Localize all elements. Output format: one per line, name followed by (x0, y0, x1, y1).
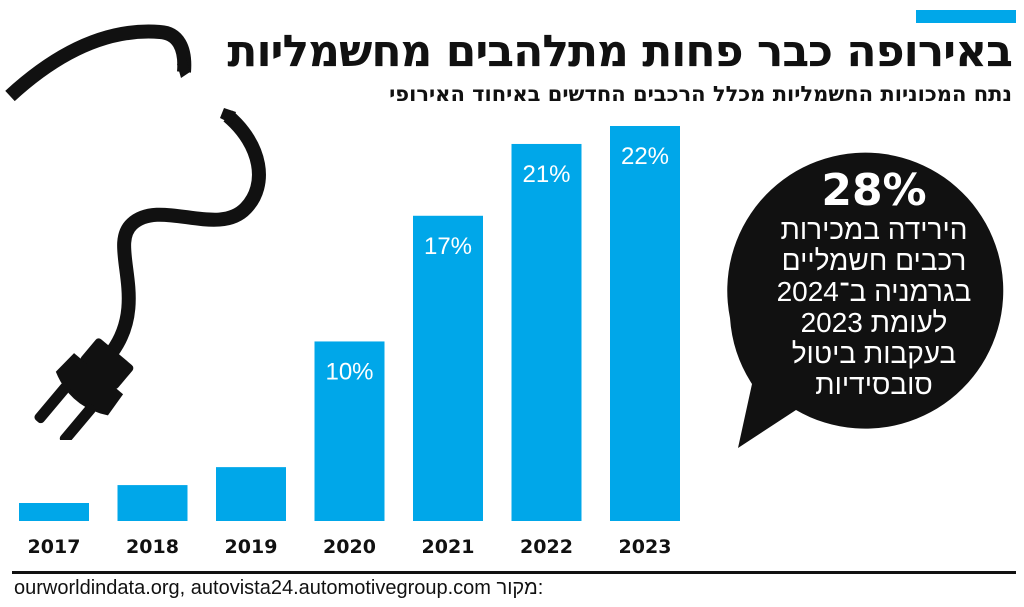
callout-line: הירידה במכירות (780, 214, 968, 246)
bar-value-label: 17% (424, 233, 472, 260)
x-tick-label: 2018 (126, 536, 179, 558)
source-label: מקור: (496, 577, 544, 599)
callout-line: סובסידיות (815, 369, 933, 401)
callout-line: לעומת 2023 (800, 307, 948, 339)
bar-value-label: 2% (135, 456, 170, 483)
bar-2019 (216, 467, 286, 521)
x-tick-label: 2021 (422, 536, 475, 558)
x-tick-label: 2020 (323, 536, 376, 558)
bar-value-label: 10% (325, 358, 373, 385)
footer-rule (12, 571, 1016, 574)
x-tick-label: 2017 (28, 536, 81, 558)
bar-value-label: 1% (37, 474, 72, 501)
bar-value-label: 21% (522, 161, 570, 188)
callout-line: בעקבות ביטול (791, 338, 957, 370)
bar-2020 (314, 341, 385, 521)
electric-plug-icon (5, 24, 266, 440)
callout-line: רכבים חשמליים (781, 245, 967, 277)
bar-value-label: 3% (234, 438, 269, 465)
accent-bar (916, 10, 1016, 23)
source-line: ourworldindata.org, autovista24.automoti… (14, 577, 543, 600)
callout-value: 28% (821, 165, 927, 216)
bar-2018 (117, 485, 188, 521)
bar-2017 (19, 503, 89, 521)
bar-value-label: 22% (621, 143, 669, 170)
source-text: ourworldindata.org, autovista24.automoti… (14, 577, 491, 599)
x-tick-label: 2023 (619, 536, 672, 558)
bar-2021 (413, 215, 483, 522)
callout-text: 28% הירידה במכירות רכבים חשמליים בגרמניה… (738, 165, 1010, 401)
bar-chart: 1% 2% 3% 10% 17% 21% 22% 2017 2018 2019 2020 2021 2… (19, 126, 680, 558)
page-subtitle: נתח המכוניות החשמליות מכלל הרכבים החדשים… (389, 82, 1012, 106)
callout-line: בגרמניה ב־2024 (776, 276, 972, 308)
page-title: באירופה כבר פחות מתלהבים מחשמליות (227, 26, 1013, 77)
x-tick-label: 2022 (520, 536, 573, 558)
x-tick-label: 2019 (225, 536, 278, 558)
bar-2022 (511, 143, 582, 522)
bar-2023 (610, 126, 680, 521)
